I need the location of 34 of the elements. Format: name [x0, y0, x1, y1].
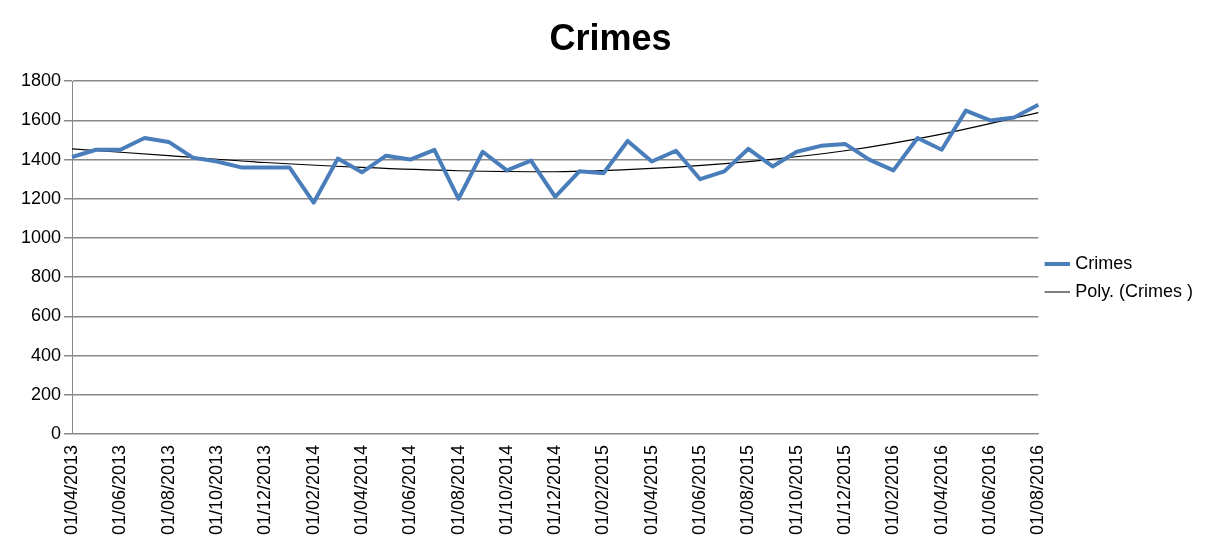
y-tick-label: 1600 [21, 109, 62, 130]
x-tick-label: 01/06/2016 [978, 444, 999, 536]
x-tick-label: 01/08/2015 [737, 444, 758, 536]
y-tick-label: 1800 [21, 70, 62, 91]
x-tick-label: 01/08/2016 [1027, 444, 1048, 536]
x-tick-label: 01/12/2013 [254, 444, 275, 536]
legend-label: Crimes [1075, 252, 1133, 273]
x-tick-label: 01/08/2014 [447, 444, 468, 536]
x-tick-label: 01/12/2014 [544, 444, 565, 536]
x-tick-label: 01/04/2016 [930, 444, 951, 536]
x-tick-label: 01/04/2015 [640, 444, 661, 536]
x-tick-label: 01/10/2014 [495, 444, 516, 536]
x-tick-label: 01/06/2015 [689, 444, 710, 536]
y-tick-label: 1200 [21, 187, 62, 208]
x-tick-label: 01/10/2015 [785, 444, 806, 536]
x-tick-label: 01/12/2015 [834, 444, 855, 536]
x-tick-label: 01/04/2014 [350, 444, 371, 536]
legend-label: Poly. (Crimes ) [1075, 280, 1193, 301]
x-tick-label: 01/06/2014 [399, 444, 420, 536]
x-tick-label: 01/04/2013 [61, 444, 82, 536]
chart-title: Crimes [549, 16, 672, 58]
y-tick-label: 1400 [21, 148, 62, 169]
x-tick-label: 01/02/2015 [592, 444, 613, 536]
y-tick-label: 0 [51, 422, 62, 443]
y-tick-label: 600 [31, 305, 62, 326]
x-tick-label: 01/08/2013 [157, 444, 178, 536]
x-tick-label: 01/06/2013 [109, 444, 130, 536]
y-tick-label: 200 [31, 383, 62, 404]
y-tick-label: 400 [31, 344, 62, 365]
y-tick-label: 800 [31, 266, 62, 287]
x-tick-label: 01/02/2014 [302, 444, 323, 536]
x-tick-label: 01/02/2016 [882, 444, 903, 536]
y-tick-label: 1000 [21, 226, 62, 247]
x-tick-label: 01/10/2013 [205, 444, 226, 536]
